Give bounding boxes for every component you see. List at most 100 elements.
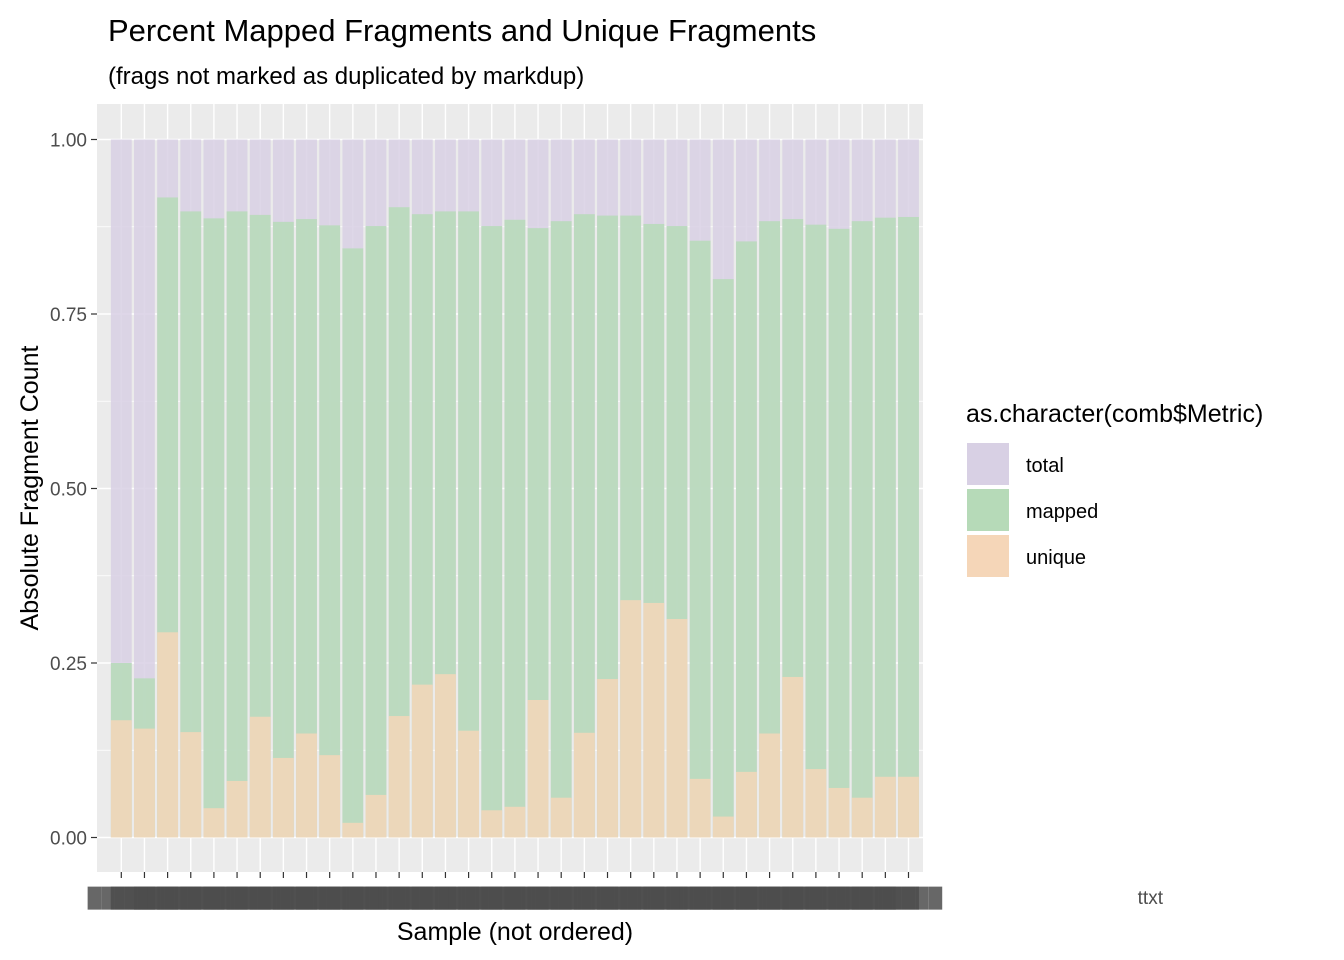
bar-unique xyxy=(388,716,410,838)
legend-label-total: total xyxy=(1026,455,1064,477)
chart-title: Percent Mapped Fragments and Unique Frag… xyxy=(108,13,816,48)
bar-unique xyxy=(851,797,873,838)
x-tick-label: █████ xyxy=(481,886,549,910)
bar-unique xyxy=(435,674,456,838)
x-tick-label-visible: ttxt xyxy=(1138,888,1164,909)
bars xyxy=(110,139,919,838)
bar-mapped xyxy=(180,211,202,838)
bar-unique xyxy=(180,732,202,838)
y-tick-label: 0.25 xyxy=(50,654,87,675)
legend: as.character(comb$Metric) total mapped uni… xyxy=(966,400,1263,578)
x-tick-label: █████ xyxy=(643,886,711,910)
x-tick-label: █████ xyxy=(574,886,642,910)
bar-mapped xyxy=(342,248,364,838)
x-tick-label: █████ xyxy=(528,886,596,910)
x-tick-label: █████ xyxy=(782,886,850,910)
x-tick-label: █████ xyxy=(273,886,341,910)
x-tick-label: █████ xyxy=(666,886,734,910)
bar-unique xyxy=(411,684,433,838)
x-tick-label: █████ xyxy=(690,886,758,910)
bar-mapped xyxy=(828,228,850,838)
bar-mapped xyxy=(504,219,526,838)
bar-mapped xyxy=(481,226,503,838)
legend-label-unique: unique xyxy=(1026,547,1086,569)
x-tick-label: █████ xyxy=(458,886,526,910)
bar-mapped xyxy=(898,216,919,838)
bar-unique xyxy=(620,600,642,838)
y-tick-label: 0.75 xyxy=(50,305,87,326)
bar-mapped xyxy=(458,211,480,838)
bar-unique xyxy=(782,676,804,838)
bar-unique xyxy=(134,728,155,838)
bar-mapped xyxy=(226,211,248,838)
bar-unique xyxy=(874,776,896,838)
bar-unique xyxy=(527,699,549,838)
bar-unique xyxy=(805,769,827,838)
x-tick-label: █████ xyxy=(620,886,688,910)
bar-mapped xyxy=(411,214,433,838)
bar-unique xyxy=(759,733,781,838)
bar-unique xyxy=(481,810,503,838)
x-tick-label: █████ xyxy=(805,886,873,910)
bar-unique xyxy=(712,816,734,838)
x-tick-label: █████ xyxy=(759,886,827,910)
y-axis-title: Absolute Fragment Count xyxy=(16,346,44,631)
bar-unique xyxy=(203,808,225,838)
x-tick-label: █████ xyxy=(597,886,665,910)
bar-mapped xyxy=(388,207,410,838)
bar-mapped xyxy=(203,218,225,838)
x-tick-label: █████ xyxy=(134,886,202,910)
bar-unique xyxy=(296,733,317,838)
bar-mapped xyxy=(736,241,757,838)
bar-mapped xyxy=(851,221,873,838)
x-axis-title: Sample (not ordered) xyxy=(397,918,633,946)
x-tick-label: █████ xyxy=(88,886,156,910)
x-tick-label: █████ xyxy=(111,886,179,910)
bar-mapped xyxy=(550,221,572,838)
bar-unique xyxy=(272,757,294,838)
bar-mapped xyxy=(759,221,781,838)
legend-label-mapped: mapped xyxy=(1026,501,1098,523)
x-tick-label: █████ xyxy=(203,886,271,910)
bar-unique xyxy=(249,716,271,838)
x-tick-label: █████ xyxy=(250,886,318,910)
bar-unique xyxy=(342,822,364,838)
legend-swatch-unique xyxy=(967,535,1009,577)
bar-unique xyxy=(573,732,595,838)
bar-unique xyxy=(550,797,572,838)
y-tick-label: 0.50 xyxy=(50,480,87,501)
bar-mapped xyxy=(365,226,387,838)
bar-mapped xyxy=(296,219,317,838)
x-tick-label: █████ xyxy=(319,886,387,910)
y-tick-label: 0.00 xyxy=(50,829,87,850)
bar-total xyxy=(134,139,155,838)
bar-mapped xyxy=(249,214,271,838)
x-tick-label: █████ xyxy=(342,886,410,910)
bar-mapped xyxy=(805,224,827,838)
legend-swatch-mapped xyxy=(967,489,1009,531)
bar-mapped xyxy=(319,225,341,838)
bar-mapped xyxy=(573,214,595,838)
x-tick-label: █████ xyxy=(875,886,943,910)
bar-unique xyxy=(110,720,132,838)
bar-unique xyxy=(226,780,248,838)
bar-unique xyxy=(365,794,387,838)
x-tick-label: █████ xyxy=(157,886,225,910)
x-tick-label: █████ xyxy=(713,886,781,910)
x-tick-label: █████ xyxy=(296,886,364,910)
bar-mapped xyxy=(527,228,549,838)
bar-unique xyxy=(898,776,919,838)
bar-unique xyxy=(643,602,665,838)
x-tick-label: █████ xyxy=(412,886,480,910)
bar-unique xyxy=(689,778,711,838)
bar-unique xyxy=(504,806,526,838)
bar-unique xyxy=(736,771,757,838)
bar-mapped xyxy=(712,279,734,838)
legend-swatch-total xyxy=(967,443,1009,485)
x-tick-label: █████ xyxy=(435,886,503,910)
bar-unique xyxy=(597,679,618,838)
x-tick-label: █████ xyxy=(829,886,897,910)
x-tick-label: █████ xyxy=(504,886,572,910)
x-tick-label: █████ xyxy=(180,886,248,910)
